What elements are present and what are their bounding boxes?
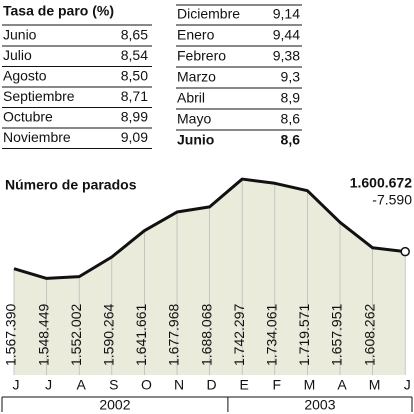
row-label: Febrero bbox=[177, 48, 226, 64]
value-label: 1.734.061 bbox=[264, 304, 280, 366]
row-label: Noviembre bbox=[3, 129, 71, 145]
row-label: Junio bbox=[3, 27, 37, 43]
row-value: 9,09 bbox=[121, 129, 148, 145]
line bbox=[13, 177, 406, 280]
x-tick-label: N bbox=[174, 377, 184, 393]
value-label: 1.608.262 bbox=[361, 304, 377, 366]
x-tick-label: J bbox=[45, 377, 52, 393]
x-tick-label: A bbox=[77, 377, 87, 393]
row-value: 8,99 bbox=[121, 109, 148, 125]
row-label: Enero bbox=[177, 27, 215, 43]
row-label: Junio bbox=[177, 132, 214, 148]
value-label: 1.567.390 bbox=[3, 304, 19, 366]
value-label: 1.719.571 bbox=[296, 304, 312, 366]
row-label: Octubre bbox=[3, 109, 53, 125]
row-value: 8,71 bbox=[121, 88, 148, 104]
x-tick-label: A bbox=[337, 377, 347, 393]
row-label: Septiembre bbox=[3, 88, 75, 104]
value-label: 1.548.449 bbox=[35, 304, 51, 366]
x-tick-label: F bbox=[273, 377, 282, 393]
annotation: -7.590 bbox=[372, 192, 412, 208]
chart-title: Número de parados bbox=[5, 177, 137, 193]
row-value: 8,50 bbox=[121, 68, 148, 84]
row-value: 9,14 bbox=[273, 6, 300, 22]
x-tick-label: J bbox=[13, 377, 20, 393]
row-label: Mayo bbox=[177, 111, 211, 127]
row-value: 9,3 bbox=[281, 69, 301, 85]
value-label: 1.552.002 bbox=[68, 304, 84, 366]
x-tick-label: D bbox=[207, 377, 217, 393]
row-label: Abril bbox=[177, 90, 205, 106]
x-tick-label: M bbox=[304, 377, 316, 393]
row-label: Agosto bbox=[3, 68, 47, 84]
value-label: 1.590.264 bbox=[101, 304, 117, 366]
row-label: Marzo bbox=[177, 69, 216, 85]
group-label: 2002 bbox=[99, 397, 130, 413]
row-value: 8,9 bbox=[281, 90, 301, 106]
row-value: 9,44 bbox=[273, 27, 300, 43]
row-value: 8,54 bbox=[121, 47, 148, 63]
row-label: Julio bbox=[3, 47, 32, 63]
value-label: 1.657.951 bbox=[329, 304, 345, 366]
row-value: 8,6 bbox=[281, 132, 301, 148]
value-label: 1.688.068 bbox=[198, 304, 214, 366]
table-title: Tasa de paro (%) bbox=[3, 3, 114, 19]
row-label: Diciembre bbox=[177, 6, 240, 22]
x-tick-label: J bbox=[404, 377, 411, 393]
end-point bbox=[400, 246, 410, 257]
x-tick-label: O bbox=[141, 377, 152, 393]
value-label: 1.641.661 bbox=[133, 304, 149, 366]
row-value: 8,65 bbox=[121, 27, 148, 43]
value-label: 1.677.968 bbox=[166, 304, 182, 366]
row-value: 8,6 bbox=[281, 111, 301, 127]
x-tick-label: S bbox=[109, 377, 118, 393]
row-value: 9,38 bbox=[273, 48, 300, 64]
annotation: 1.600.672 bbox=[350, 175, 412, 191]
group-label: 2003 bbox=[304, 397, 335, 413]
x-tick-label: E bbox=[240, 377, 249, 393]
x-tick-label: M bbox=[369, 377, 381, 393]
value-label: 1.742.297 bbox=[231, 304, 247, 366]
